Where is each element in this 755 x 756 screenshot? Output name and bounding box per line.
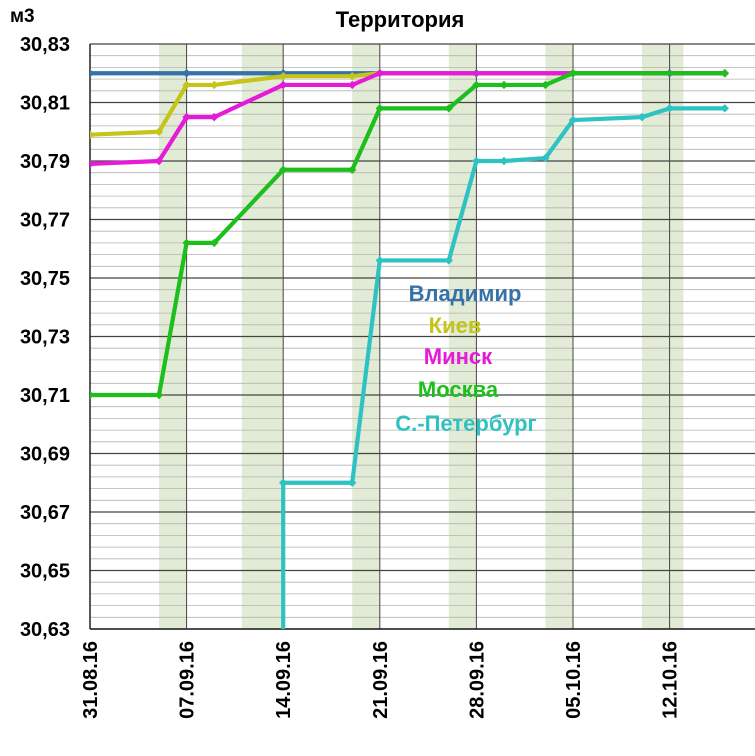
data-point bbox=[472, 80, 481, 90]
chart-title: Территория bbox=[336, 7, 465, 32]
legend-item-moskva: Москва bbox=[418, 377, 499, 402]
data-point bbox=[444, 104, 453, 113]
data-point bbox=[348, 80, 357, 90]
legend-item-kiev: Киев bbox=[429, 313, 482, 338]
x-tick-label: 21.09.16 bbox=[370, 641, 392, 719]
legend-item-minsk: Минск bbox=[424, 344, 493, 369]
data-point bbox=[472, 156, 481, 166]
x-tick-label: 07.09.16 bbox=[177, 641, 199, 719]
data-point bbox=[348, 71, 357, 81]
x-tick-label: 12.10.16 bbox=[660, 641, 682, 719]
data-point bbox=[154, 156, 164, 166]
data-point bbox=[375, 256, 384, 265]
data-point bbox=[90, 130, 95, 139]
data-point bbox=[182, 69, 191, 78]
horizontal-gridlines bbox=[90, 43, 755, 630]
data-point bbox=[182, 112, 191, 122]
data-point bbox=[210, 80, 219, 90]
y-tick-label: 30,71 bbox=[20, 385, 70, 407]
y-tick-label: 30,63 bbox=[20, 619, 70, 641]
x-tick-label: 28.09.16 bbox=[466, 641, 488, 719]
data-point bbox=[720, 69, 729, 78]
y-tick-label: 30,79 bbox=[20, 151, 70, 173]
series-3 bbox=[90, 69, 729, 400]
data-point bbox=[90, 159, 95, 169]
legend-item-st-petersburg: С.-Петербург bbox=[395, 411, 536, 436]
data-point bbox=[279, 478, 288, 487]
legend: Владимир Киев Минск Москва С.-Петербург bbox=[395, 281, 536, 436]
data-point bbox=[720, 104, 729, 113]
x-tick-label: 05.10.16 bbox=[563, 641, 585, 719]
x-tick-label: 31.08.16 bbox=[80, 641, 102, 719]
data-point bbox=[375, 104, 384, 113]
data-point bbox=[375, 69, 384, 78]
data-point bbox=[182, 80, 191, 90]
data-point bbox=[348, 478, 357, 487]
y-tick-label: 30,73 bbox=[20, 327, 70, 349]
vertical-gridlines bbox=[89, 44, 755, 630]
series-4 bbox=[279, 104, 729, 629]
y-tick-label: 30,77 bbox=[20, 210, 70, 232]
data-point bbox=[637, 112, 647, 122]
data-point bbox=[90, 69, 95, 78]
legend-item-vladimir: Владимир bbox=[409, 281, 522, 306]
series-lines bbox=[90, 69, 729, 629]
data-point bbox=[182, 238, 191, 248]
y-tick-label: 30,75 bbox=[20, 268, 70, 290]
data-point bbox=[568, 115, 578, 125]
y-tick-label: 30,67 bbox=[20, 502, 70, 524]
x-tick-label: 14.09.16 bbox=[273, 641, 295, 719]
y-axis-unit: м3 bbox=[10, 6, 35, 27]
data-point bbox=[279, 80, 288, 90]
data-point bbox=[154, 127, 164, 136]
y-tick-label: 30,69 bbox=[20, 444, 70, 466]
data-point bbox=[210, 238, 219, 248]
data-point bbox=[154, 390, 164, 400]
data-point bbox=[665, 104, 674, 113]
data-point bbox=[499, 156, 509, 166]
data-point bbox=[90, 390, 95, 400]
y-tick-label: 30,81 bbox=[20, 93, 70, 115]
series-line bbox=[281, 106, 725, 629]
data-point bbox=[541, 80, 550, 90]
data-point bbox=[541, 153, 550, 163]
series-line bbox=[90, 71, 725, 167]
y-axis-ticks: 30,63 30,65 30,67 30,69 30,71 30,73 30,75 30,77… bbox=[20, 34, 70, 641]
data-point bbox=[279, 71, 288, 81]
data-point bbox=[499, 80, 509, 90]
y-tick-label: 30,65 bbox=[20, 561, 70, 583]
data-point bbox=[210, 112, 219, 122]
data-point bbox=[279, 165, 288, 174]
data-point bbox=[444, 256, 453, 265]
y-tick-label: 30,83 bbox=[20, 34, 70, 56]
data-point bbox=[568, 69, 578, 78]
x-axis-ticks: 31.08.16 07.09.16 14.09.16 21.09.16 28.09.16… bbox=[80, 641, 682, 719]
data-point bbox=[348, 165, 357, 174]
